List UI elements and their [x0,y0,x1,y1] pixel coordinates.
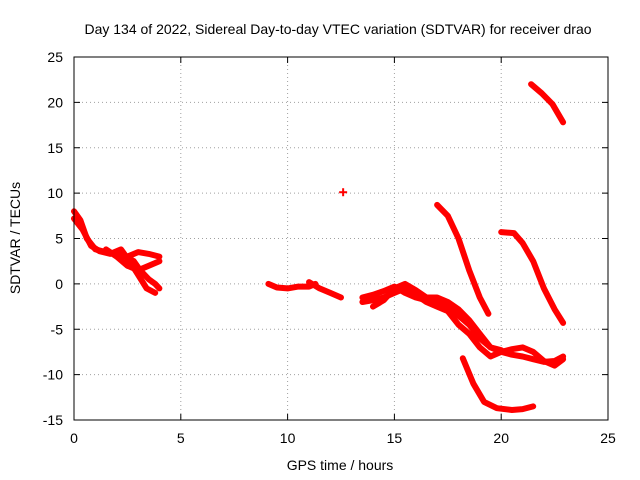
y-tick-label: 0 [55,276,63,292]
y-tick-label: -5 [51,321,64,337]
series-arc12 [459,355,537,413]
series-arc3 [103,246,163,274]
chart-title: Day 134 of 2022, Sidereal Day-to-day VTE… [84,21,591,37]
x-tick-label: 20 [493,430,509,446]
series-arc6 [306,279,344,301]
series-arc4 [124,249,163,260]
series-arc2 [71,215,159,296]
y-tick-label: -15 [43,412,63,428]
series-arc7-point [339,188,348,197]
ticks-layer: 0 5 10 15 20 25 -15 -10 -5 0 5 10 15 20 25 [43,49,616,446]
series-layer [71,81,567,413]
series-arc13 [498,229,567,326]
x-tick-label: 10 [280,430,296,446]
y-tick-label: 10 [47,185,63,201]
x-axis-label: GPS time / hours [287,457,394,473]
x-tick-label: 15 [387,430,403,446]
series-arc11 [434,201,492,317]
x-tick-label: 25 [600,430,616,446]
grid-layer [74,57,608,420]
series-arc9 [359,285,567,369]
y-tick-label: 15 [47,140,63,156]
y-axis-label: SDTVAR / TECUs [7,182,23,294]
y-tick-label: -10 [43,367,63,383]
y-tick-label: 5 [55,231,63,247]
y-tick-label: 20 [47,94,63,110]
x-tick-label: 5 [177,430,185,446]
series-arc10 [370,280,505,354]
series-arc14 [528,81,567,126]
x-tick-label: 0 [70,430,78,446]
y-tick-label: 25 [47,49,63,65]
